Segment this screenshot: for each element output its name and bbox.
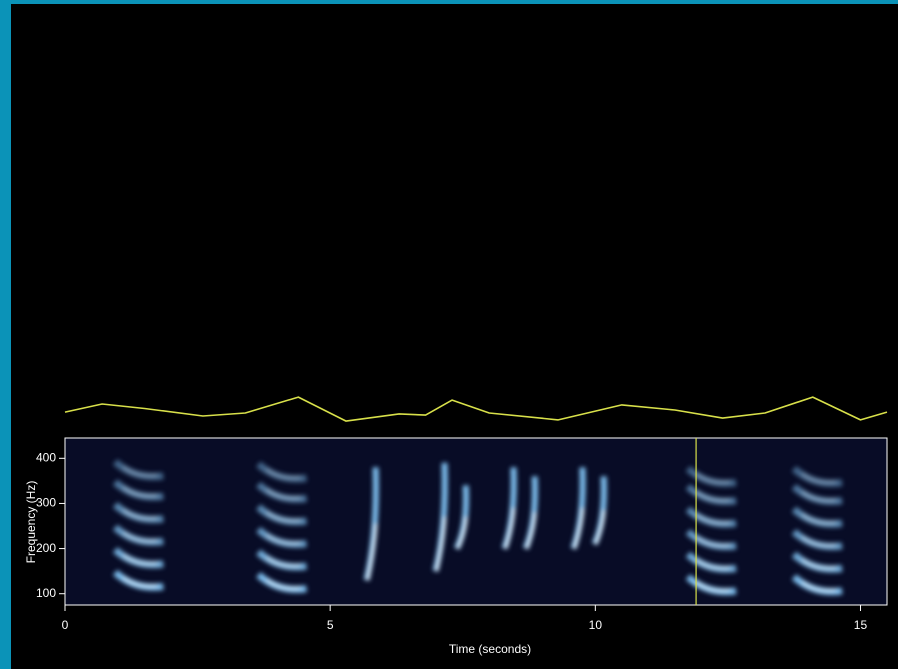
sweep-core (573, 507, 584, 549)
harmonic-core (122, 486, 158, 498)
spectrogram (112, 459, 843, 596)
harmonic-core (122, 465, 158, 477)
harmonic-core (265, 556, 301, 567)
sweep-core (366, 523, 377, 581)
x-tick-label: 0 (62, 618, 69, 632)
plot-border (64, 437, 888, 606)
sweep-core (456, 516, 468, 550)
plot-area (65, 438, 887, 605)
harmonic-core (801, 472, 837, 484)
x-axis-label: Time (seconds) (449, 642, 531, 656)
harmonic-core (265, 578, 301, 590)
y-axis-label: Frequency (Hz) (24, 481, 38, 564)
harmonic-core (695, 535, 731, 547)
x-tick-label: 5 (327, 618, 334, 632)
harmonic-core (695, 490, 731, 502)
harmonic-core (122, 553, 158, 565)
harmonic-core (265, 533, 301, 545)
harmonic-core (695, 472, 731, 484)
y-tick-label: 300 (36, 496, 56, 510)
harmonic-core (695, 580, 731, 592)
harmonic-core (122, 531, 158, 543)
x-tick-label: 15 (854, 618, 868, 632)
sweep-core (594, 510, 605, 545)
harmonic-core (122, 576, 158, 588)
harmonic-core (801, 580, 837, 592)
y-tick-label: 400 (36, 450, 56, 464)
harmonic-core (695, 513, 731, 525)
frame-top (0, 0, 898, 4)
frame-left (0, 0, 11, 669)
y-tick-label: 100 (36, 586, 56, 600)
harmonic-core (801, 490, 837, 502)
y-tick-label: 200 (36, 541, 56, 555)
harmonic-core (265, 468, 301, 479)
sweep-core (435, 516, 446, 572)
harmonic-core (801, 558, 837, 570)
harmonic-core (122, 508, 158, 520)
x-tick-label: 10 (589, 618, 603, 632)
harmonic-core (265, 510, 301, 522)
sweep-core (525, 512, 537, 549)
trace-line (64, 396, 888, 422)
sweep-core (504, 507, 515, 549)
harmonic-core (801, 535, 837, 547)
harmonic-core (695, 558, 731, 570)
harmonic-core (265, 488, 301, 500)
harmonic-core (801, 513, 837, 525)
